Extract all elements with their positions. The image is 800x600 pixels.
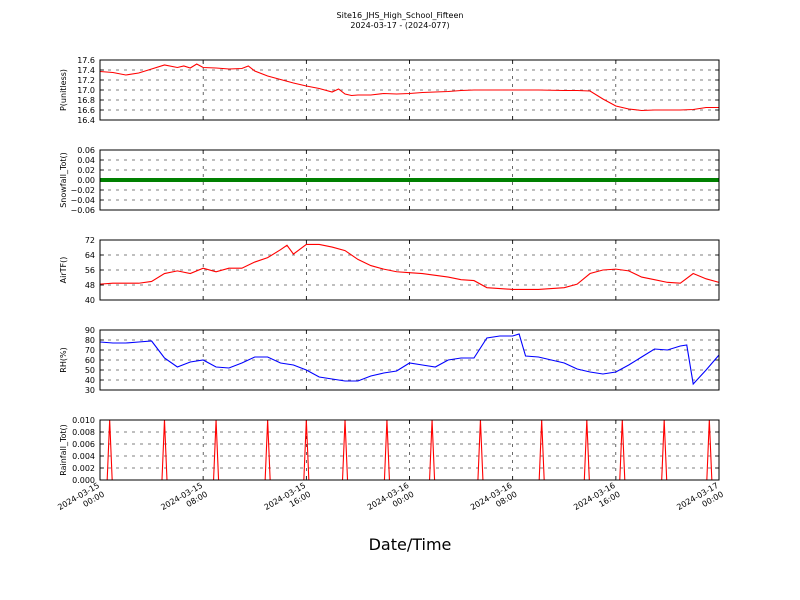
y-tick-label: 90 — [85, 326, 95, 335]
x-tick-label: 2024-03-1608:00 — [469, 481, 519, 521]
y-tick-label: 0.04 — [77, 156, 95, 165]
y-tick-label: 0.02 — [77, 166, 95, 175]
panel-frame — [99, 329, 720, 391]
x-tick-label: 2024-03-1616:00 — [572, 481, 622, 521]
panel-frame — [99, 239, 720, 301]
y-tick-label: 50 — [85, 366, 95, 375]
y-tick-label: −0.04 — [70, 196, 95, 205]
y-tick-label: −0.02 — [70, 186, 95, 195]
panel-2: 0.060.040.020.00−0.02−0.04−0.06Snowfall_… — [59, 146, 720, 215]
y-tick-label: 48 — [85, 281, 95, 290]
y-axis-label: Rainfall_Tot() — [59, 424, 68, 476]
y-tick-label: 0.006 — [72, 440, 95, 449]
y-tick-label: 30 — [85, 386, 95, 395]
x-tick-label: 2024-03-1500:00 — [56, 481, 106, 521]
y-tick-label: 17.4 — [77, 66, 95, 75]
y-tick-label: 56 — [85, 266, 95, 275]
series-line — [99, 63, 719, 112]
series-line — [99, 333, 720, 386]
y-axis-label: Snowfall_Tot() — [59, 152, 68, 208]
y-tick-label: −0.06 — [70, 206, 95, 215]
y-tick-label: 0.002 — [72, 464, 95, 473]
y-tick-label: 70 — [85, 346, 95, 355]
y-tick-label: 0.000 — [72, 476, 95, 485]
y-tick-label: 64 — [85, 251, 95, 260]
panel-5: 0.010 0.008 0.006 0.004 0.002 0.000 Rainfall_T… — [59, 416, 720, 485]
panel-frame — [99, 59, 720, 121]
y-axis-label: RH(%) — [59, 347, 68, 372]
x-axis: 2024-03-1500:00 2024-03-1508:00 2024-03-15… — [56, 481, 725, 521]
y-tick-label: 0.008 — [72, 428, 95, 437]
chart-title: Site16_JHS_High_School_Fifteen — [336, 11, 464, 20]
y-tick-label: 16.6 — [77, 106, 95, 115]
x-tick-label: 2024-03-1508:00 — [159, 481, 209, 521]
y-tick-label: 0.010 — [72, 416, 95, 425]
chart-subtitle: 2024-03-17 - (2024-077) — [350, 21, 450, 30]
panel-frame — [99, 419, 720, 481]
x-tick-label: 2024-03-1600:00 — [366, 481, 416, 521]
y-tick-label: 17.6 — [77, 56, 95, 65]
y-tick-label: 40 — [85, 376, 95, 385]
x-axis-label: Date/Time — [369, 535, 452, 554]
panel-frame — [99, 149, 720, 211]
y-axis-label: AirTF() — [59, 257, 68, 284]
y-tick-label: 17.2 — [77, 76, 95, 85]
panels: 17.617.417.217.016.816.616.4 P(unitless) 0… — [59, 56, 720, 485]
panel-1: 17.617.417.217.016.816.616.4 P(unitless) — [59, 56, 720, 125]
x-tick-label: 2024-03-1516:00 — [263, 481, 313, 521]
y-tick-label: 16.4 — [77, 116, 95, 125]
y-tick-label: 80 — [85, 336, 95, 345]
y-tick-label: 40 — [85, 296, 95, 305]
panel-3: 72 64 56 48 40 AirTF() — [59, 236, 720, 305]
y-axis-label: P(unitless) — [59, 69, 68, 111]
y-tick-label: 16.8 — [77, 96, 95, 105]
chart-title-block: Site16_JHS_High_School_Fifteen 2024-03-1… — [0, 11, 800, 31]
y-tick-label: 0.06 — [77, 146, 95, 155]
y-tick-label: 60 — [85, 356, 95, 365]
y-tick-label: 17.0 — [77, 86, 95, 95]
y-tick-label: 72 — [85, 236, 95, 245]
y-tick-label: 0.004 — [72, 452, 95, 461]
y-tick-label: 0.00 — [77, 176, 95, 185]
series-line — [99, 243, 720, 290]
x-tick-label: 2024-03-1700:00 — [675, 481, 725, 521]
